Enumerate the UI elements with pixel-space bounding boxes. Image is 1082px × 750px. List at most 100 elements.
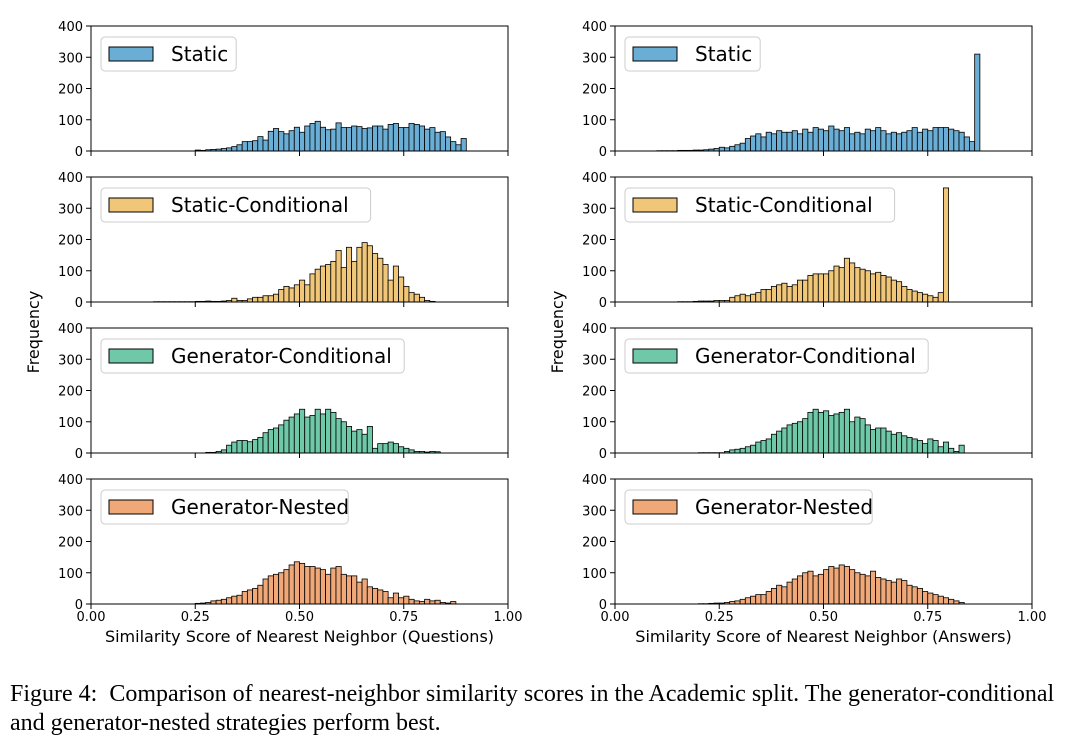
histogram-bar (325, 129, 332, 152)
histogram-bar (797, 575, 804, 605)
histogram-bar (937, 595, 944, 605)
histogram-bar (791, 284, 798, 303)
histogram-bar (885, 276, 892, 303)
y-tick-label: 100 (58, 265, 83, 280)
histogram-bar (734, 295, 741, 303)
histogram-bar (765, 131, 772, 152)
y-tick-label: 200 (58, 536, 83, 551)
histogram-bar (346, 127, 353, 152)
histogram-bar (351, 260, 358, 303)
histogram-bar (948, 128, 955, 152)
x-tick-label: 0.00 (77, 610, 106, 625)
panel-static: 0 100 200 300 400 Static (582, 20, 1033, 160)
histogram-bar (273, 427, 280, 454)
legend-label: Static (171, 42, 228, 66)
histogram-bar (262, 295, 269, 303)
histogram-bar (418, 125, 426, 152)
histogram-bar (382, 443, 389, 454)
y-tick-label: 300 (58, 504, 83, 519)
histogram-bar (734, 144, 741, 152)
histogram-bar (817, 128, 824, 152)
histogram-bar (817, 573, 824, 605)
y-tick-label: 300 (582, 504, 607, 519)
histogram-bar (278, 289, 285, 303)
histogram-bar (875, 271, 882, 303)
legend-box (100, 338, 405, 374)
histogram-bar (278, 131, 285, 152)
y-tick-label: 0 (599, 447, 607, 462)
histogram-bar (786, 424, 793, 454)
histogram-bar (351, 575, 358, 605)
panel-static: 0 100 200 300 400 Static (58, 20, 509, 160)
histogram-bar (781, 427, 788, 454)
legend-box (624, 489, 873, 525)
histogram-bar (770, 587, 777, 605)
histogram-bar (776, 284, 783, 303)
histogram-bar (750, 293, 757, 303)
histogram-bar (744, 295, 751, 303)
histogram-bar (927, 438, 934, 454)
histogram-bar (906, 289, 913, 303)
histogram-bar (366, 127, 373, 152)
histogram-bar (241, 440, 248, 454)
histogram-bar (776, 430, 783, 454)
histogram-bar (257, 436, 264, 454)
histogram-bar (246, 141, 253, 152)
histogram-bar (372, 125, 379, 152)
histogram-bar (927, 592, 934, 605)
histogram-bar (812, 273, 819, 303)
histogram-bar (885, 133, 892, 152)
histogram-bar (744, 446, 751, 454)
histogram-bar (969, 141, 976, 152)
histogram-bar (361, 433, 368, 454)
histogram-bar (922, 443, 929, 454)
histogram-bar (377, 443, 384, 454)
legend-swatch (632, 197, 678, 213)
histogram-bar (450, 141, 457, 152)
histogram-bar (361, 128, 368, 152)
histogram-bar (922, 128, 929, 152)
histogram-bar (304, 284, 311, 303)
legend-box (100, 489, 349, 525)
histogram-bar (953, 130, 960, 152)
legend-label: Static (695, 42, 752, 66)
histogram-bar (802, 279, 809, 303)
histogram-bar (802, 418, 809, 454)
histogram-bar (937, 446, 944, 454)
histogram-bar (226, 597, 233, 605)
legend-box (624, 338, 929, 374)
histogram-bar (252, 296, 259, 303)
histogram-bar (916, 131, 923, 152)
histogram-bar (267, 130, 274, 152)
histogram-bar (849, 569, 856, 605)
caption-label: Figure 4: (10, 681, 98, 707)
histogram-bar (377, 589, 384, 605)
y-tick-label: 400 (582, 473, 607, 488)
histogram-bar (880, 130, 887, 152)
histogram-bar (942, 441, 950, 454)
histogram-bar (408, 123, 415, 152)
legend-swatch (108, 197, 154, 213)
histogram-bar (257, 584, 264, 605)
histogram-bar (770, 433, 777, 454)
legend-label: Generator-Nested (695, 495, 873, 519)
histogram-bar (387, 124, 394, 152)
histogram-bar (823, 569, 830, 605)
histogram-bar (304, 566, 311, 605)
histogram-bar (843, 566, 850, 605)
histogram-bar (963, 136, 970, 152)
histogram-bar (257, 296, 264, 303)
histogram-bar (786, 581, 793, 605)
histogram-bar (377, 257, 384, 303)
histogram-bar (817, 273, 824, 303)
histogram-bar (864, 270, 871, 303)
histogram-bar (739, 142, 746, 152)
histogram-bar (734, 448, 741, 454)
histogram-bar (361, 242, 368, 303)
histogram-bar (382, 264, 389, 303)
histogram-bar (231, 595, 238, 605)
legend-swatch (108, 348, 154, 364)
histogram-bar (403, 285, 410, 303)
histogram-bar (288, 416, 295, 454)
legend-swatch (108, 499, 154, 515)
